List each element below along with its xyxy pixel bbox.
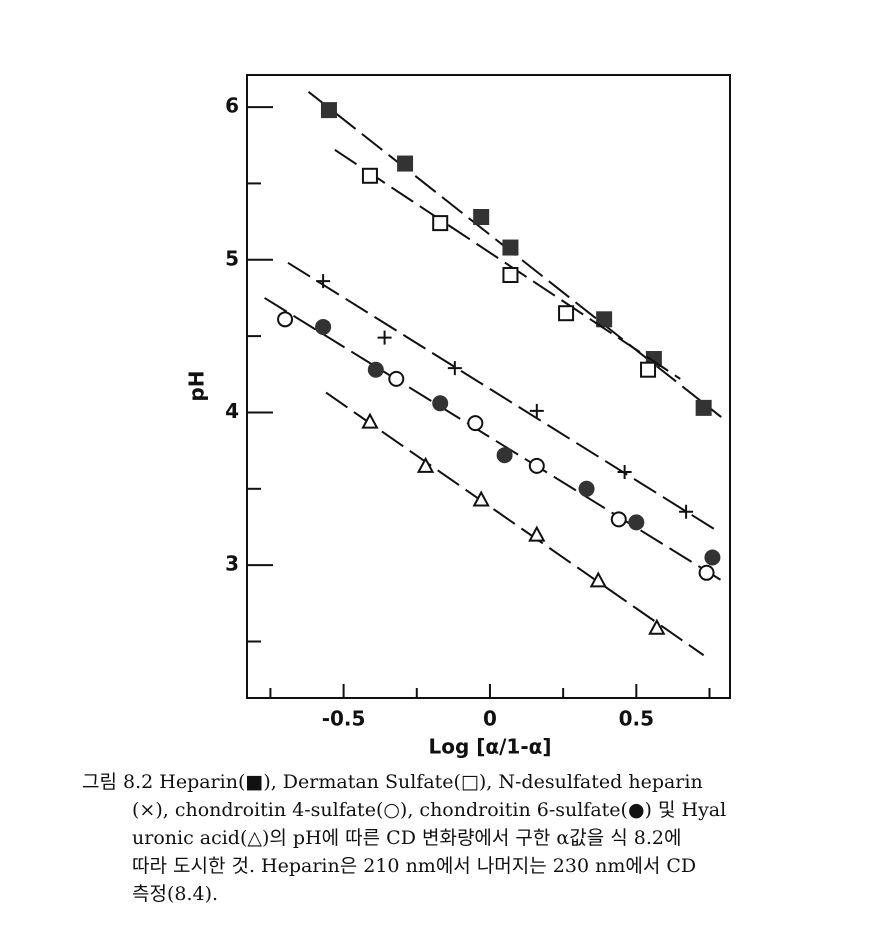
point <box>377 330 392 345</box>
y-tick-label: 4 <box>225 399 239 423</box>
point <box>610 511 627 528</box>
point <box>447 361 462 376</box>
point <box>397 155 414 172</box>
point <box>502 239 519 256</box>
x-tick-label: 0.5 <box>619 707 654 731</box>
fit-line <box>287 261 719 533</box>
point <box>361 412 379 429</box>
point <box>361 167 378 184</box>
point <box>617 465 632 480</box>
point <box>502 267 519 284</box>
caption-line: uronic acid(△)의 pH에 따른 CD 변화량에서 구한 α값을 식… <box>132 827 681 849</box>
point <box>589 571 607 588</box>
point <box>473 209 490 226</box>
point <box>316 274 331 289</box>
point <box>648 618 666 635</box>
x-tick-label: 0 <box>483 707 497 731</box>
point <box>695 399 712 416</box>
point <box>529 403 544 418</box>
plot-frame <box>246 74 731 699</box>
point <box>432 215 449 232</box>
caption-line: (×), chondroitin 4-sulfate(○), chondroit… <box>132 799 726 821</box>
point <box>558 305 575 322</box>
point <box>679 504 694 519</box>
point <box>628 514 645 531</box>
point <box>496 447 513 464</box>
fit-line <box>325 391 705 657</box>
point <box>432 395 449 412</box>
point <box>596 311 613 328</box>
y-tick-label: 5 <box>225 246 239 270</box>
point <box>698 564 715 581</box>
point <box>472 490 490 507</box>
point <box>416 456 435 473</box>
caption-line: 따라 도시한 것. Heparin은 210 nm에서 나머지는 230 nm에… <box>132 855 696 877</box>
caption-line: 그림 8.2 Heparin(■), Dermatan Sulfate(□), … <box>82 771 703 793</box>
point <box>388 370 405 387</box>
y-axis-label: pH <box>185 370 209 401</box>
point <box>528 525 546 542</box>
point <box>578 480 595 497</box>
x-tick-label: -0.5 <box>322 707 366 731</box>
caption-line: 측정(8.4). <box>132 883 218 905</box>
point <box>277 311 294 328</box>
fit-line <box>334 148 681 380</box>
point <box>315 318 332 335</box>
point <box>640 361 657 378</box>
point <box>320 102 337 119</box>
point <box>467 415 484 432</box>
y-tick-label: 3 <box>225 552 239 576</box>
x-axis-label: Log [α/1-α] <box>428 735 551 759</box>
point <box>704 549 721 566</box>
y-tick-label: 6 <box>225 94 239 118</box>
point <box>528 457 545 474</box>
point <box>367 361 384 378</box>
fit-line <box>264 297 725 583</box>
